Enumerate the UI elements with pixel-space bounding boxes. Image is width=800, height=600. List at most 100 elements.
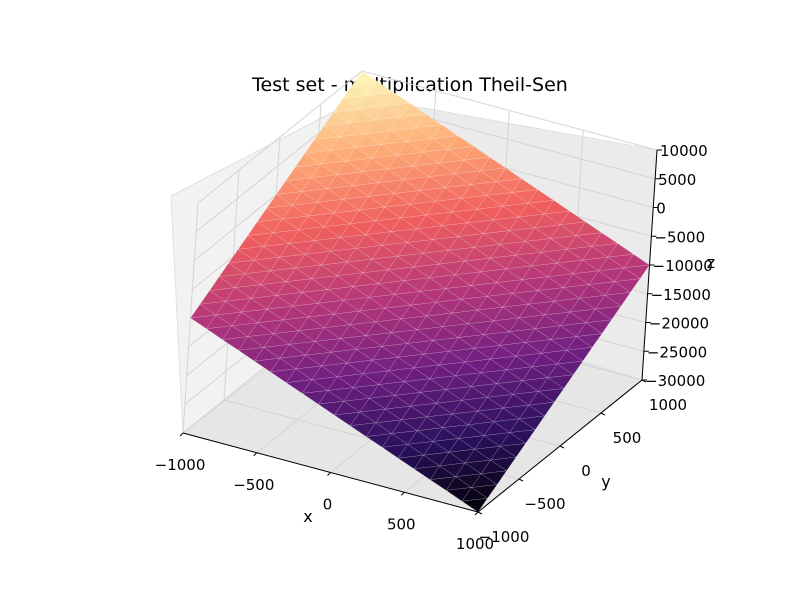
surface-facet	[490, 445, 517, 461]
surface-facet	[342, 196, 370, 211]
surface-facet	[479, 268, 507, 284]
surface-facet	[345, 157, 373, 173]
z-axis-label: z	[707, 253, 715, 272]
x-axis-label: x	[303, 507, 312, 526]
surface-facet	[464, 448, 492, 464]
surface-facet	[445, 487, 473, 502]
surface-facet	[269, 368, 297, 384]
y-axis-tick-label: −1000	[479, 528, 530, 546]
z-axis-tick-label: 10000	[660, 142, 708, 160]
surface-facet	[329, 147, 357, 162]
surface-facet	[419, 277, 447, 292]
surface-facet	[508, 328, 536, 343]
surface-facet	[521, 377, 549, 392]
tick-marks-and-labels: −1000−50005001000−1000−50005001000100005…	[155, 142, 713, 553]
surface-facet	[279, 243, 306, 258]
surface-facet	[375, 408, 402, 424]
y-axis-tick-label: 500	[613, 429, 642, 447]
y-axis-tick	[559, 445, 565, 449]
y-axis-tick-label: −500	[524, 495, 565, 513]
surface-facet	[512, 391, 539, 406]
surface-facet	[454, 170, 481, 186]
surface-facet	[457, 222, 485, 237]
surface-facet	[387, 367, 415, 383]
surface-facet	[469, 181, 497, 196]
surface-facet	[451, 198, 478, 213]
z-axis-tick-label: −20000	[649, 315, 709, 333]
surface-facet	[458, 424, 485, 439]
x-axis-tick-label: −500	[233, 476, 274, 494]
surface-facet	[429, 476, 457, 491]
surface-facet	[515, 352, 542, 368]
x-axis-tick-label: 0	[323, 496, 333, 514]
surface-facet	[237, 336, 265, 351]
surface-facet	[368, 294, 396, 309]
surface-facet	[413, 252, 440, 268]
surface-facet	[466, 219, 494, 235]
z-axis-tick-label: −5000	[654, 228, 705, 246]
surface-facet	[368, 384, 396, 399]
surface-facet	[509, 429, 536, 444]
x-axis-tick	[179, 432, 184, 437]
surface-facet	[371, 255, 399, 271]
surface-facet	[243, 270, 271, 286]
surface-facet	[489, 254, 517, 270]
surface-facet	[390, 329, 418, 344]
surface-facet	[224, 287, 252, 302]
z-axis-tick-label: −30000	[645, 372, 705, 390]
surface-facet	[285, 379, 313, 394]
surface-facet	[397, 242, 424, 257]
x-axis-tick	[253, 452, 258, 457]
surface-facet	[480, 358, 508, 374]
surface-facet	[585, 308, 613, 324]
surface-facet	[575, 221, 603, 236]
surface-facet	[578, 284, 606, 299]
surface-facet	[327, 376, 355, 391]
surface-facet	[451, 399, 479, 415]
surface-facet	[263, 344, 290, 359]
surface-facet	[495, 279, 523, 294]
surface-facet	[530, 251, 558, 267]
surface-facet	[313, 125, 341, 140]
surface-facet	[383, 102, 411, 118]
y-axis-tick-label: 1000	[649, 396, 687, 414]
x-axis-tick-label: −1000	[155, 456, 206, 474]
surface-facet	[518, 415, 546, 431]
surface-facet	[253, 357, 281, 373]
surface-facet	[381, 343, 408, 358]
surface-facet	[250, 295, 278, 310]
surface-facet	[189, 303, 217, 319]
surface-facet	[339, 223, 367, 238]
surface-facet	[438, 149, 466, 164]
surface-facet	[604, 292, 631, 307]
z-axis-tick-label: −10000	[653, 257, 713, 275]
surface-facet	[333, 400, 361, 416]
surface-facet	[597, 267, 625, 283]
surface-facet	[422, 451, 450, 467]
surface-facet	[231, 311, 259, 327]
surface-facet	[493, 407, 520, 423]
y-axis-tick	[518, 478, 524, 482]
surface-facet	[342, 84, 370, 99]
surface-facet	[381, 433, 409, 448]
surface-facet	[403, 378, 431, 393]
surface-facet	[295, 253, 322, 269]
surface-facet	[444, 173, 472, 188]
surface-facet	[486, 383, 514, 398]
surface-facet	[218, 262, 246, 278]
surface-facet	[445, 375, 473, 390]
x-axis-tick	[400, 491, 405, 496]
surface-facet	[272, 330, 300, 345]
surface-facet	[613, 278, 641, 293]
surface-facet	[358, 206, 386, 222]
surface-facet	[400, 416, 428, 432]
surface-facet	[333, 199, 360, 214]
y-axis-tick-label: 0	[581, 462, 591, 480]
surface-facet	[364, 231, 392, 246]
surface-facet	[432, 326, 460, 341]
surface-facet	[499, 342, 526, 357]
surface-facet	[320, 150, 348, 165]
surface-facet	[355, 335, 383, 350]
surface-facet	[374, 318, 402, 334]
